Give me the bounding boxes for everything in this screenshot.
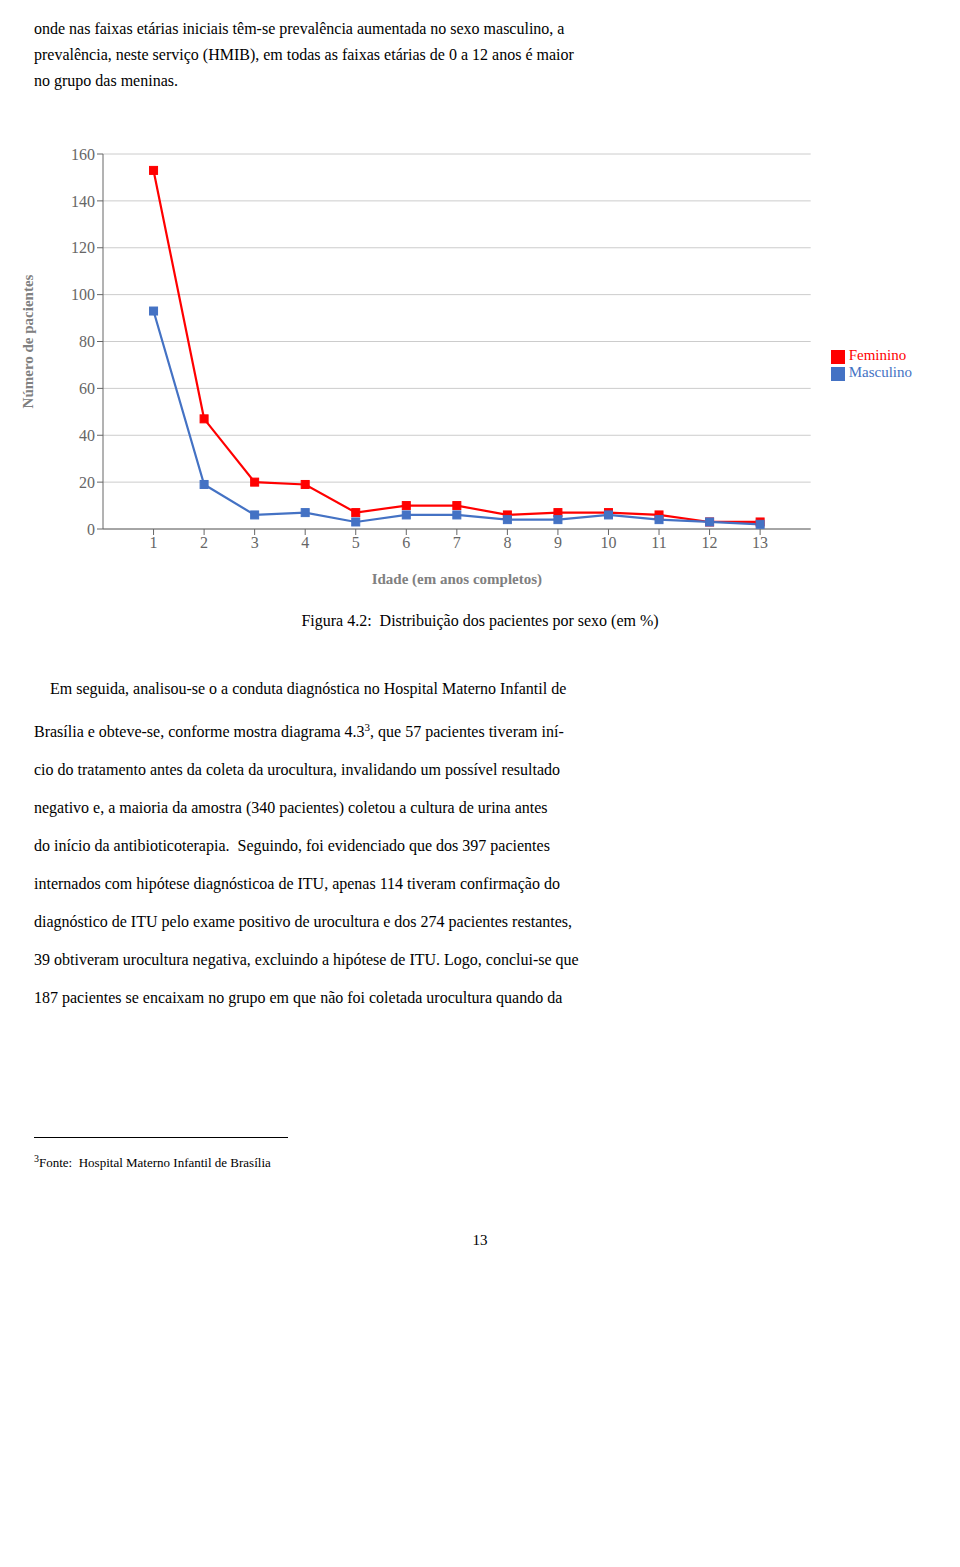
html-text:internados com hipótese diagnó: internados com hipótese diagnósticoa de … — [34, 875, 560, 893]
svg-text:40: 40 — [79, 427, 95, 444]
svg-text:6: 6 — [402, 534, 410, 551]
html-text:no grupo das meninas.: no grupo das meninas. — [34, 72, 178, 89]
html-text:do início da antibioticoterapi: do início da antibioticoterapia. Seguind… — [34, 837, 550, 855]
html-text:Feminino: Feminino — [848, 347, 907, 363]
html-text:187 pacientes se encaixam no g: 187 pacientes se encaixam no grupo em qu… — [34, 989, 563, 1007]
svg-text:10: 10 — [600, 534, 616, 551]
html-text:cio do tratamento antes da col: cio do tratamento antes da coleta da uro… — [34, 761, 561, 779]
svg-text:7: 7 — [453, 534, 461, 551]
svg-text:1: 1 — [150, 534, 158, 551]
html-text:Em seguida, analisou-se o a co: Em seguida, analisou-se o a conduta diag… — [34, 680, 567, 697]
svg-text:Número de pacientes: Número de pacientes — [20, 274, 36, 408]
svg-text:100: 100 — [71, 286, 95, 303]
svg-text:13: 13 — [752, 534, 768, 551]
svg-text:60: 60 — [79, 380, 95, 397]
svg-text:11: 11 — [651, 534, 666, 551]
html-text:13: 13 — [472, 1231, 488, 1248]
html-text:Brasília e obteve-se, conforme: Brasília e obteve-se, conforme mostra di… — [34, 723, 365, 741]
svg-text:140: 140 — [71, 193, 95, 210]
html-text:diagnóstico de ITU pelo exame: diagnóstico de ITU pelo exame positivo d… — [34, 913, 573, 931]
svg-text:12: 12 — [702, 534, 718, 551]
html-text:negativo e, a maioria da amost: negativo e, a maioria da amostra (340 pa… — [34, 799, 548, 817]
svg-text:3: 3 — [251, 534, 259, 551]
svg-text:8: 8 — [503, 534, 511, 551]
svg-text:160: 160 — [71, 146, 95, 163]
html-text:onde nas faixas etárias inicia: onde nas faixas etárias iniciais têm-se … — [34, 20, 565, 37]
svg-text:120: 120 — [71, 239, 95, 256]
html-text:Masculino: Masculino — [848, 364, 912, 380]
html-text:3, que 57 pacientes tiveram in: 3, que 57 pacientes tiveram iní- — [364, 721, 564, 741]
html-text:Figura 4.2: Distribuição dos p: Figura 4.2: Distribuição dos pacientes p… — [301, 612, 659, 629]
svg-text:4: 4 — [301, 534, 309, 551]
html-text:3Fonte: Hospital Materno Infan: 3Fonte: Hospital Materno Infantil de Bra… — [34, 1153, 271, 1171]
svg-text:2: 2 — [200, 534, 208, 551]
svg-text:20: 20 — [79, 474, 95, 491]
html-text:prevalência, neste serviço (HM: prevalência, neste serviço (HMIB), em to… — [34, 46, 574, 63]
svg-text:0: 0 — [87, 521, 95, 538]
svg-text:9: 9 — [554, 534, 562, 551]
svg-text:80: 80 — [79, 333, 95, 350]
svg-text:5: 5 — [352, 534, 360, 551]
svg-text:Idade (em anos completos): Idade (em anos completos) — [372, 571, 542, 588]
html-text:39 obtiveram urocultura negati: 39 obtiveram urocultura negativa, exclui… — [34, 951, 579, 969]
